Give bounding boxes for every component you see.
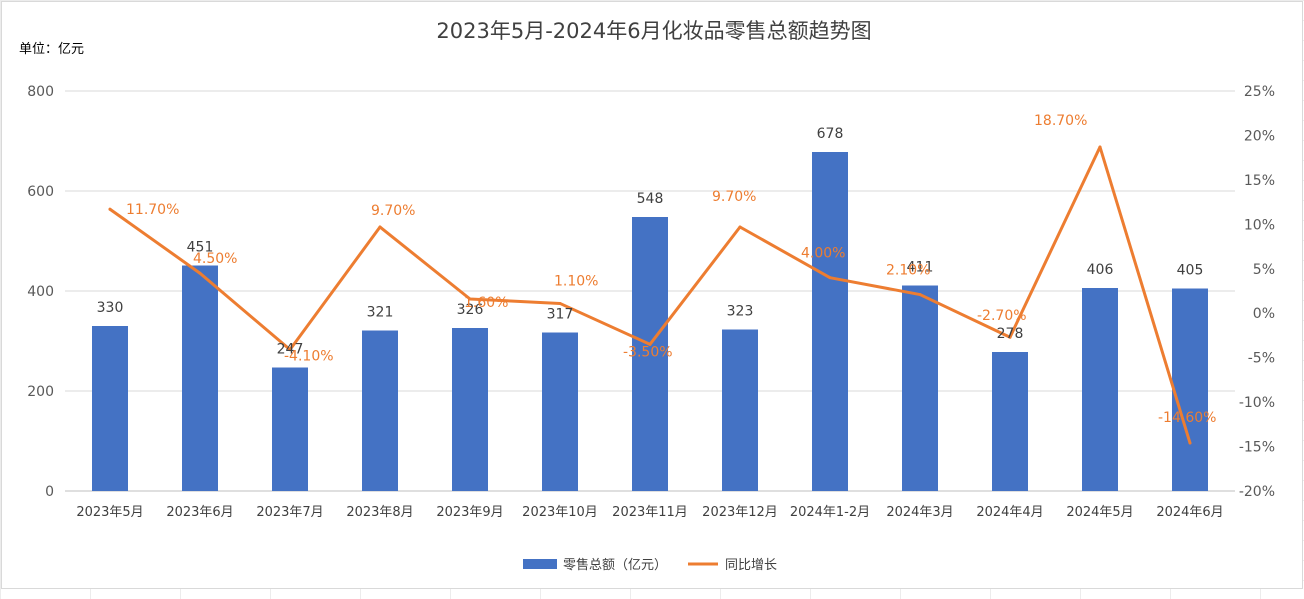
x-category-label: 2024年6月 (1156, 505, 1223, 520)
left-tick-label: 400 (27, 284, 54, 300)
growth-point (1098, 145, 1102, 149)
growth-value-label: -14.60% (1158, 410, 1216, 426)
growth-value-label: 4.00% (801, 246, 845, 262)
right-tick-label: 0% (1253, 306, 1275, 322)
bar-value-label: 411 (907, 260, 934, 276)
bar[interactable] (632, 217, 668, 491)
x-category-label: 2023年9月 (436, 505, 503, 520)
legend[interactable]: 零售总额（亿元） 同比增长 (523, 557, 777, 573)
growth-value-label: -4.10% (284, 349, 334, 365)
right-tick-label: 20% (1244, 128, 1275, 144)
growth-point (918, 293, 922, 297)
left-tick-label: 0 (45, 484, 54, 500)
bar-value-label: 326 (457, 302, 484, 318)
x-category-label: 2023年6月 (166, 505, 233, 520)
bar-value-label: 247 (277, 342, 304, 358)
right-tick-label: 5% (1253, 262, 1275, 278)
bar-value-label: 405 (1177, 263, 1204, 279)
left-tick-label: 600 (27, 184, 54, 200)
line-series (108, 145, 1192, 445)
right-tick-label: 15% (1244, 173, 1275, 189)
bar[interactable] (182, 265, 218, 492)
bar-value-label: 323 (727, 304, 754, 320)
left-axis-ticks: 0 200 400 600 800 (27, 84, 54, 500)
growth-point (108, 207, 112, 211)
x-category-label: 2023年8月 (346, 505, 413, 520)
legend-bar-swatch (523, 559, 557, 569)
bar[interactable] (1082, 288, 1118, 491)
growth-value-label: 2.10% (886, 263, 930, 279)
bar-data-labels: 330 451 247 321 326 317 548 323 678 411 278 406 405 (97, 126, 1204, 358)
bar[interactable] (542, 332, 578, 492)
bar-value-label: 278 (997, 326, 1024, 342)
growth-value-label: -2.70% (977, 308, 1027, 324)
bar[interactable] (992, 352, 1028, 491)
right-tick-label: 10% (1244, 217, 1275, 233)
growth-value-label: 9.70% (712, 189, 756, 205)
growth-point (378, 225, 382, 229)
right-axis-ticks: -20% -15% -10% -5% 0% 5% 10% 15% 20% 25% (1239, 84, 1275, 500)
growth-value-label: 11.70% (126, 202, 179, 218)
legend-bar-label: 零售总额（亿元） (563, 557, 667, 573)
growth-value-label: 1.10% (554, 273, 598, 289)
growth-point (558, 301, 562, 305)
growth-point (648, 342, 652, 346)
right-tick-label: 25% (1244, 84, 1275, 100)
bar-value-label: 330 (97, 300, 124, 316)
growth-value-label: 9.70% (371, 203, 415, 219)
bar[interactable] (452, 328, 488, 491)
x-category-label: 2023年7月 (256, 505, 323, 520)
bar[interactable] (722, 329, 758, 492)
growth-point (1188, 441, 1192, 445)
x-category-label: 2024年4月 (976, 505, 1043, 520)
right-tick-label: -5% (1248, 351, 1275, 367)
bar-value-label: 678 (817, 126, 844, 142)
growth-value-label: -3.50% (623, 344, 673, 360)
bar-value-label: 548 (637, 191, 664, 207)
x-category-label: 2024年5月 (1066, 505, 1133, 520)
growth-value-label: 1.60% (464, 295, 508, 311)
bar-value-label: 406 (1087, 262, 1114, 278)
bar-value-label: 451 (187, 240, 214, 256)
left-tick-label: 200 (27, 384, 54, 400)
x-category-label: 2023年12月 (702, 505, 778, 520)
chart-title: 2023年5月-2024年6月化妆品零售总额趋势图 (436, 19, 871, 43)
bar[interactable] (92, 326, 128, 491)
growth-value-label: 4.50% (193, 251, 237, 267)
growth-point (288, 348, 292, 352)
right-tick-label: -15% (1239, 440, 1275, 456)
combo-chart: 2023年5月-2024年6月化妆品零售总额趋势图 单位：亿元 0 200 400 6… (19, 19, 1275, 573)
growth-value-label: 18.70% (1034, 113, 1087, 129)
line-data-labels: 11.70% 4.50% -4.10% 9.70% 1.60% 1.10% -3.50% 9.… (126, 113, 1216, 426)
x-category-label: 2024年3月 (886, 505, 953, 520)
x-category-label: 2024年1-2月 (790, 505, 870, 520)
legend-line-label: 同比增长 (725, 558, 777, 573)
right-tick-label: -10% (1239, 395, 1275, 411)
bar[interactable] (362, 330, 398, 492)
growth-point (1008, 335, 1012, 339)
growth-point (468, 297, 472, 301)
left-tick-label: 800 (27, 84, 54, 100)
x-axis-categories: 2023年5月 2023年6月 2023年7月 2023年8月 2023年9月 2023年… (76, 505, 1223, 520)
bar-series (92, 152, 1208, 491)
growth-point (198, 271, 202, 275)
growth-point (828, 276, 832, 280)
right-tick-label: -20% (1239, 484, 1275, 500)
bar[interactable] (902, 285, 938, 492)
bar[interactable] (812, 152, 848, 491)
bar-value-label: 317 (547, 307, 574, 323)
growth-point (738, 225, 742, 229)
x-category-label: 2023年5月 (76, 505, 143, 520)
bar[interactable] (1172, 288, 1208, 492)
unit-label: 单位：亿元 (19, 42, 84, 57)
x-category-label: 2023年10月 (522, 505, 598, 520)
x-category-label: 2023年11月 (612, 505, 688, 520)
bar[interactable] (272, 367, 308, 492)
bar-value-label: 321 (367, 305, 394, 321)
